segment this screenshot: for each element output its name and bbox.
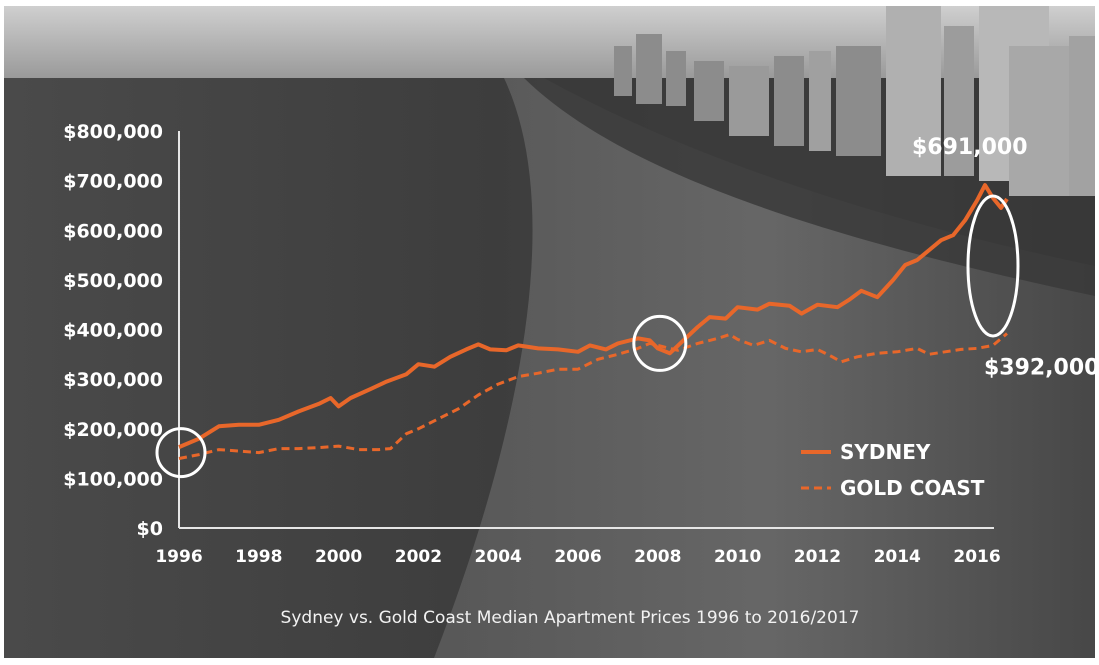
x-tick-label: 2006: [554, 547, 601, 567]
x-tick-label: 2014: [874, 547, 921, 567]
x-tick-labels: 1996 1998 2000 2002 2004 2006 2008 2010 2012 2014…: [155, 547, 1000, 567]
y-tick-labels: $0 $100,000 $200,000 $300,000 $400,000 $500,0…: [63, 121, 163, 540]
city-skyline: [614, 6, 1095, 196]
chart-title: Sydney vs. Gold Coast Median Apartment P…: [281, 608, 860, 628]
series-line-sydney: [178, 183, 1009, 449]
x-tick-label: 2002: [395, 547, 442, 567]
y-tick-label: $100,000: [63, 468, 163, 490]
y-tick-label: $400,000: [63, 320, 163, 342]
value-annotations: $691,000 $392,000: [912, 135, 1095, 380]
y-tick-label: $200,000: [63, 419, 163, 441]
x-tick-label: 1996: [155, 547, 202, 567]
highlight-circles: [155, 194, 1020, 479]
legend-label-gold-coast: GOLD COAST: [840, 476, 985, 500]
legend-label-sydney: SYDNEY: [840, 440, 931, 464]
x-tick-label: 2010: [714, 547, 761, 567]
y-tick-label: $600,000: [63, 220, 163, 242]
x-tick-label: 2000: [315, 547, 362, 567]
highlight-circle: [966, 194, 1020, 338]
x-tick-label: 2004: [475, 547, 522, 567]
x-tick-label: 1998: [235, 547, 282, 567]
beach-area: [434, 78, 1095, 658]
series-lines: [178, 183, 1009, 460]
x-tick-label: 2012: [794, 547, 841, 567]
x-tick-label: 2008: [634, 547, 681, 567]
series-line-gold-coast: [178, 332, 1008, 460]
value-annotation: $392,000: [984, 355, 1095, 380]
highlight-circle: [632, 314, 688, 372]
legend: SYDNEY GOLD COAST: [801, 440, 985, 500]
value-annotation: $691,000: [912, 135, 1028, 160]
y-tick-label: $300,000: [63, 369, 163, 391]
chart-frame: $0 $100,000 $200,000 $300,000 $400,000 $500,0…: [4, 6, 1095, 658]
y-tick-label: $500,000: [63, 270, 163, 292]
chart: $0 $100,000 $200,000 $300,000 $400,000 $500,0…: [4, 6, 1095, 658]
background-photo: [4, 6, 1095, 658]
x-tick-label: 2016: [953, 547, 1000, 567]
axes: [178, 131, 994, 529]
y-tick-label: $0: [137, 518, 163, 540]
highlight-circle: [155, 427, 207, 479]
y-tick-label: $700,000: [63, 171, 163, 193]
y-tick-label: $800,000: [63, 121, 163, 143]
